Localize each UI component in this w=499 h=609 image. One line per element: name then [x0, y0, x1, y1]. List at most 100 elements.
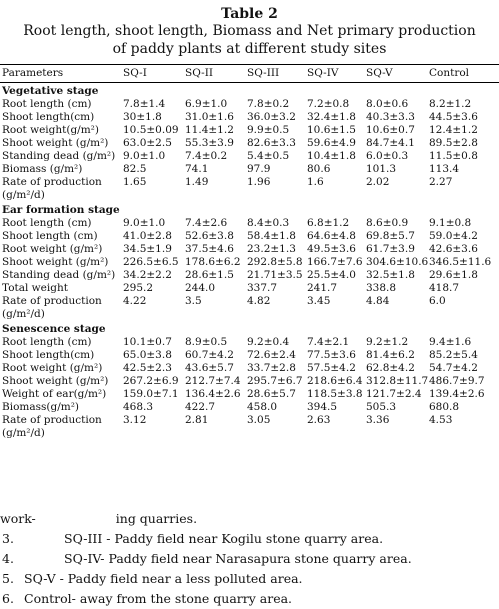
parameter-cell: Total weight	[2, 282, 68, 294]
value-cell: 25.5±4.0	[307, 269, 356, 281]
value-cell: 33.7±2.8	[247, 362, 296, 374]
value-cell: 159.0±7.1	[123, 388, 179, 400]
value-cell: 52.6±3.8	[185, 230, 234, 242]
value-cell: 2.63	[307, 414, 331, 426]
value-cell: 49.5±3.6	[307, 243, 356, 255]
footnote-text: Control- away from the stone quarry area…	[24, 591, 293, 606]
value-cell: 178.6±6.2	[185, 256, 241, 268]
value-cell: 295.7±6.7	[247, 375, 303, 387]
value-cell: 3.45	[307, 295, 331, 307]
value-cell	[245, 308, 305, 321]
value-cell: 62.8±4.2	[366, 362, 415, 374]
value-cell: 29.6±1.8	[429, 269, 478, 281]
value-cell: 4.84	[366, 295, 390, 307]
value-cell	[305, 308, 364, 321]
parameter-cell: Weight of ear(g/m²)	[2, 388, 107, 400]
footnote-partial-start: work-	[0, 511, 36, 526]
value-cell: 60.7±4.2	[185, 349, 234, 361]
value-cell: 3.5	[185, 295, 202, 307]
footnote-partial-end: ing quarries.	[115, 511, 198, 526]
footnote-item: 3. SQ-III - Paddy field near Kogilu stone…	[0, 529, 499, 549]
parameter-cell: (g/m²/d)	[2, 427, 45, 439]
table-row: Rate of production 4.22 3.5 4.82 3.45 4.84 6.0	[0, 295, 499, 308]
value-cell: 244.0	[185, 282, 216, 294]
table-caption: Root length, shoot length, Biomass and N…	[23, 23, 476, 57]
value-cell: 32.5±1.8	[366, 269, 415, 281]
value-cell: 9.2±1.2	[366, 336, 409, 348]
footnote-number: 3.	[2, 531, 14, 546]
value-cell: 28.6±5.7	[247, 388, 296, 400]
value-cell: 40.3±3.3	[366, 111, 415, 123]
column-header: SQ-V	[366, 67, 393, 79]
value-cell: 10.6±1.5	[307, 124, 356, 136]
value-cell: 11.4±1.2	[185, 124, 234, 136]
value-cell: 212.7±7.4	[185, 375, 241, 387]
value-cell: 295.2	[123, 282, 154, 294]
value-cell: 85.2±5.4	[429, 349, 478, 361]
value-cell: 42.6±3.6	[429, 243, 478, 255]
section-heading: Senescence stage	[2, 323, 106, 335]
parameter-cell: Root weight(g/m²)	[2, 124, 99, 136]
value-cell: 7.8±0.2	[247, 98, 290, 110]
column-header: SQ-IV	[307, 67, 339, 79]
value-cell: 8.0±0.6	[366, 98, 409, 110]
table-body: Vegetative stage Root length (cm) 7.8±1.4 6…	[0, 82, 499, 440]
value-cell: 30±1.8	[123, 111, 162, 123]
value-cell: 3.36	[366, 414, 390, 426]
parameter-cell: Rate of production	[2, 295, 102, 307]
parameter-cell: Standing dead (g/m²)	[2, 150, 116, 162]
value-cell: 6.8±1.2	[307, 217, 350, 229]
value-cell: 43.6±5.7	[185, 362, 234, 374]
table-row: Standing dead (g/m²) 9.0±1.0 7.4±0.2 5.4±0.…	[0, 150, 499, 163]
table-row: Root length (cm) 7.8±1.4 6.9±1.0 7.8±0.2 7.2…	[0, 98, 499, 111]
table-row: Total weight 295.2 244.0 337.7 241.7 338.8 418…	[0, 282, 499, 295]
value-cell: 1.96	[247, 176, 271, 188]
value-cell: 166.7±7.6	[307, 256, 363, 268]
value-cell: 113.4	[429, 163, 460, 175]
value-cell: 97.9	[247, 163, 271, 175]
value-cell: 2.27	[429, 176, 453, 188]
value-cell: 63.0±2.5	[123, 137, 172, 149]
section-heading-row: Senescence stage	[0, 321, 499, 336]
value-cell: 77.5±3.6	[307, 349, 356, 361]
value-cell: 34.2±2.2	[123, 269, 172, 281]
value-cell: 505.3	[366, 401, 397, 413]
parameter-cell: Rate of production	[2, 414, 102, 426]
table-row: Root weight(g/m²) 10.5±0.09 11.4±1.2 9.9±0.…	[0, 124, 499, 137]
value-cell	[121, 189, 183, 202]
table-row: Shoot weight (g/m²) 226.5±6.5 178.6±6.2 292…	[0, 256, 499, 269]
value-cell: 21.71±3.5	[247, 269, 303, 281]
footnote-number: 5.	[2, 571, 14, 586]
value-cell: 69.8±5.7	[366, 230, 415, 242]
document-page: Table 2 Root length, shoot length, Bioma…	[0, 6, 499, 606]
value-cell: 12.4±1.2	[429, 124, 478, 136]
value-cell	[427, 308, 499, 321]
value-cell: 7.4±2.6	[185, 217, 228, 229]
value-cell: 34.5±1.9	[123, 243, 172, 255]
value-cell	[183, 189, 245, 202]
value-cell: 418.7	[429, 282, 460, 294]
value-cell: 304.6±10.6	[366, 256, 429, 268]
parameter-cell: Shoot weight (g/m²)	[2, 375, 109, 387]
section-heading: Vegetative stage	[2, 85, 99, 97]
parameter-cell: Shoot weight (g/m²)	[2, 256, 109, 268]
value-cell: 338.8	[366, 282, 397, 294]
parameter-cell: Root length (cm)	[2, 217, 92, 229]
table-row: Weight of ear(g/m²) 159.0±7.1 136.4±2.6 28.…	[0, 388, 499, 401]
value-cell: 59.0±4.2	[429, 230, 478, 242]
value-cell: 58.4±1.8	[247, 230, 296, 242]
value-cell: 3.12	[123, 414, 147, 426]
value-cell: 1.49	[185, 176, 209, 188]
value-cell: 44.5±3.6	[429, 111, 478, 123]
parameter-cell: Root weight (g/m²)	[2, 243, 103, 255]
parameter-cell: (g/m²/d)	[2, 189, 45, 201]
footnote-number: 6.	[2, 591, 14, 606]
value-cell: 10.5±0.09	[123, 124, 179, 136]
value-cell: 42.5±2.3	[123, 362, 172, 374]
value-cell: 468.3	[123, 401, 154, 413]
table-row: Shoot length(cm) 65.0±3.8 60.7±4.2 72.6±2.4…	[0, 349, 499, 362]
value-cell: 5.4±0.5	[247, 150, 290, 162]
value-cell	[245, 427, 305, 440]
value-cell: 7.8±1.4	[123, 98, 166, 110]
value-cell: 10.6±0.7	[366, 124, 415, 136]
